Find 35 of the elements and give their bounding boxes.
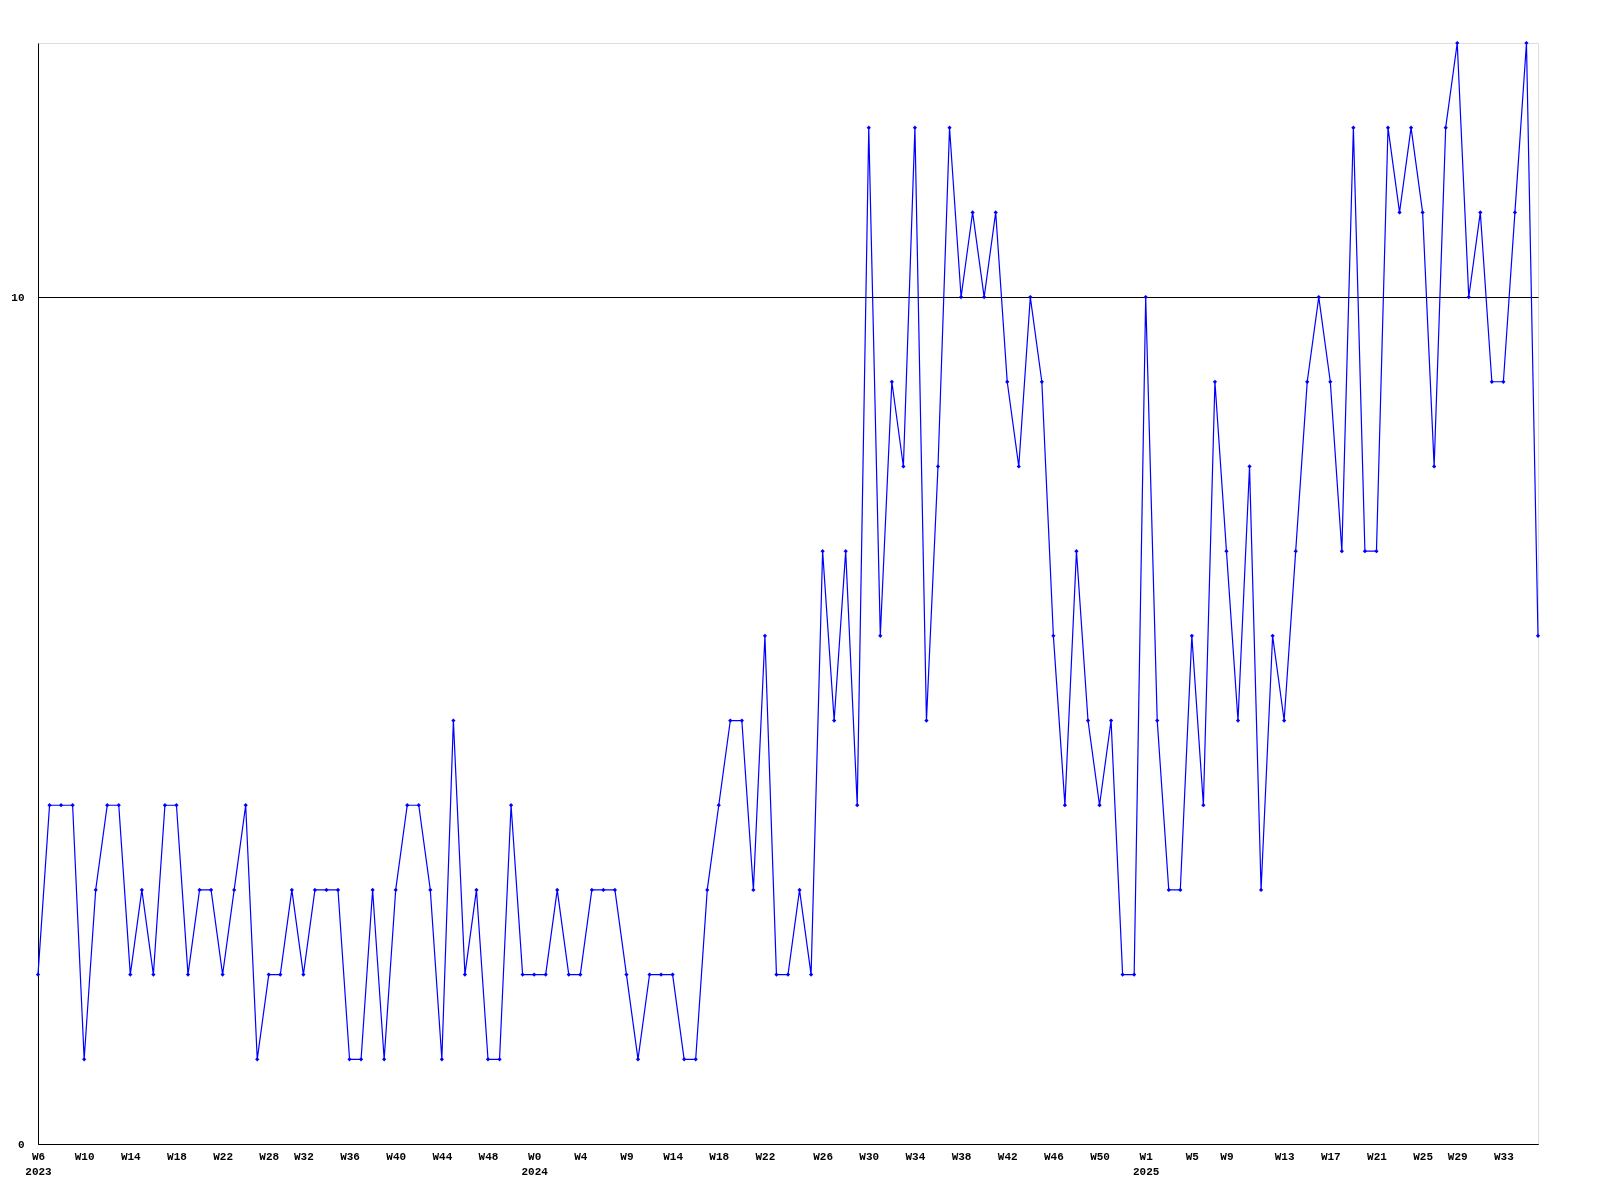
x-tick-label: W32 [293,1150,314,1163]
x-tick-label: W28 [259,1150,280,1163]
x-tick-label: W9 [620,1150,634,1163]
x-tick-label: W10 [74,1150,95,1163]
x-tick-label: W6 2023 [25,1150,53,1178]
x-tick-label: W48 [478,1150,499,1163]
x-tick-label: W22 [755,1150,776,1163]
x-tick-label: W9 [1220,1150,1234,1163]
x-tick-label: W25 [1413,1150,1434,1163]
x-tick-label: W14 [120,1150,142,1163]
x-tick-label: W1 2025 [1132,1150,1160,1178]
x-tick-label: W42 [997,1150,1018,1163]
x-tick-label: W33 [1493,1150,1515,1163]
x-tick-label: W17 [1320,1150,1341,1163]
x-tick-label: W13 [1274,1150,1295,1163]
x-tick-label: W4 [574,1150,588,1163]
x-tick-label: W14 [663,1150,684,1163]
y-tick-label: 10 [11,291,25,304]
x-tick-label: W50 [1090,1150,1110,1163]
x-tick-label: W26 [813,1150,834,1163]
x-tick-label: W30 [859,1150,880,1163]
x-tick-label: W34 [905,1150,926,1163]
y-tick-label: 0 [17,1138,25,1151]
x-tick-label: W44 [432,1150,453,1163]
x-tick-label: W18 [709,1150,730,1163]
x-tick-label: W5 [1185,1150,1200,1163]
x-tick-label: W18 [167,1150,188,1163]
x-tick-label: W22 [213,1150,234,1163]
x-tick-label: W0 2024 [521,1150,549,1178]
x-tick-label: W38 [951,1150,972,1163]
x-tick-label: W21 [1367,1150,1388,1163]
x-tick-label: W40 [386,1150,407,1163]
x-tick-label: W46 [1043,1150,1064,1163]
x-tick-label: W29 [1447,1150,1468,1163]
x-tick-label: W36 [340,1150,360,1163]
